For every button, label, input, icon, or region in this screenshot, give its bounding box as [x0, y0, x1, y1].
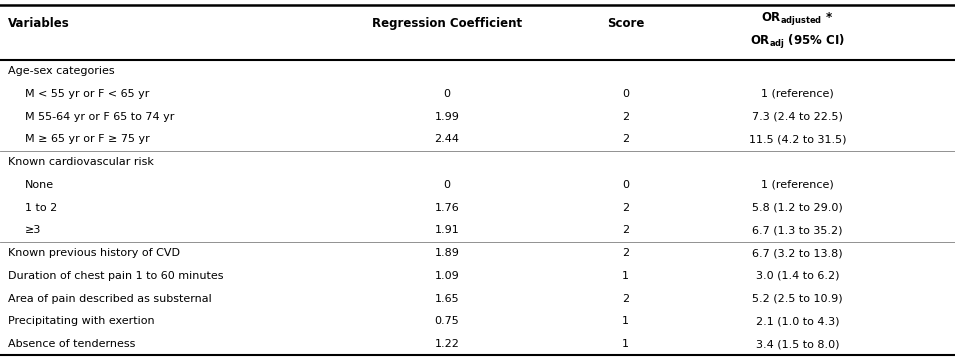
Text: 2: 2: [622, 134, 629, 144]
Text: 1 (reference): 1 (reference): [761, 89, 834, 99]
Text: 1.76: 1.76: [435, 203, 459, 212]
Text: 1: 1: [622, 339, 629, 349]
Text: 2.44: 2.44: [435, 134, 459, 144]
Text: 3.4 (1.5 to 8.0): 3.4 (1.5 to 8.0): [755, 339, 839, 349]
Text: Known previous history of CVD: Known previous history of CVD: [8, 248, 180, 258]
Text: Precipitating with exertion: Precipitating with exertion: [8, 316, 155, 327]
Text: 1 to 2: 1 to 2: [25, 203, 57, 212]
Text: 7.3 (2.4 to 22.5): 7.3 (2.4 to 22.5): [752, 111, 843, 122]
Text: Absence of tenderness: Absence of tenderness: [8, 339, 135, 349]
Text: Regression Coefficient: Regression Coefficient: [371, 17, 522, 30]
Text: 1: 1: [622, 316, 629, 327]
Text: Age-sex categories: Age-sex categories: [8, 66, 115, 76]
Text: 6.7 (1.3 to 35.2): 6.7 (1.3 to 35.2): [753, 226, 842, 235]
Text: 1.89: 1.89: [435, 248, 459, 258]
Text: 5.2 (2.5 to 10.9): 5.2 (2.5 to 10.9): [753, 294, 842, 304]
Text: 2: 2: [622, 226, 629, 235]
Text: 0.75: 0.75: [435, 316, 459, 327]
Text: M < 55 yr or F < 65 yr: M < 55 yr or F < 65 yr: [25, 89, 149, 99]
Text: 6.7 (3.2 to 13.8): 6.7 (3.2 to 13.8): [753, 248, 842, 258]
Text: 2: 2: [622, 111, 629, 122]
Text: 3.0 (1.4 to 6.2): 3.0 (1.4 to 6.2): [755, 271, 839, 281]
Text: 2: 2: [622, 248, 629, 258]
Text: 1.99: 1.99: [435, 111, 459, 122]
Text: 1.22: 1.22: [435, 339, 459, 349]
Text: M 55-64 yr or F 65 to 74 yr: M 55-64 yr or F 65 to 74 yr: [25, 111, 174, 122]
Text: 1.91: 1.91: [435, 226, 459, 235]
Text: 2: 2: [622, 294, 629, 304]
Text: Known cardiovascular risk: Known cardiovascular risk: [8, 157, 154, 167]
Text: None: None: [25, 180, 53, 190]
Text: 2.1 (1.0 to 4.3): 2.1 (1.0 to 4.3): [755, 316, 839, 327]
Text: 1.09: 1.09: [435, 271, 459, 281]
Text: Score: Score: [606, 17, 645, 30]
Text: Variables: Variables: [8, 17, 70, 30]
Text: ≥3: ≥3: [25, 226, 41, 235]
Text: 1 (reference): 1 (reference): [761, 180, 834, 190]
Text: M ≥ 65 yr or F ≥ 75 yr: M ≥ 65 yr or F ≥ 75 yr: [25, 134, 150, 144]
Text: 0: 0: [443, 180, 451, 190]
Text: 0: 0: [622, 89, 629, 99]
Text: 2: 2: [622, 203, 629, 212]
Text: 1: 1: [622, 271, 629, 281]
Text: OR$_{\mathbf{adj}}$ (95% CI): OR$_{\mathbf{adj}}$ (95% CI): [750, 33, 845, 51]
Text: OR$_{\mathbf{adjusted}}$ *: OR$_{\mathbf{adjusted}}$ *: [761, 10, 834, 26]
Text: 0: 0: [443, 89, 451, 99]
Text: 1.65: 1.65: [435, 294, 459, 304]
Text: Area of pain described as substernal: Area of pain described as substernal: [8, 294, 211, 304]
Text: 5.8 (1.2 to 29.0): 5.8 (1.2 to 29.0): [752, 203, 843, 212]
Text: 0: 0: [622, 180, 629, 190]
Text: Duration of chest pain 1 to 60 minutes: Duration of chest pain 1 to 60 minutes: [8, 271, 223, 281]
Text: 11.5 (4.2 to 31.5): 11.5 (4.2 to 31.5): [749, 134, 846, 144]
